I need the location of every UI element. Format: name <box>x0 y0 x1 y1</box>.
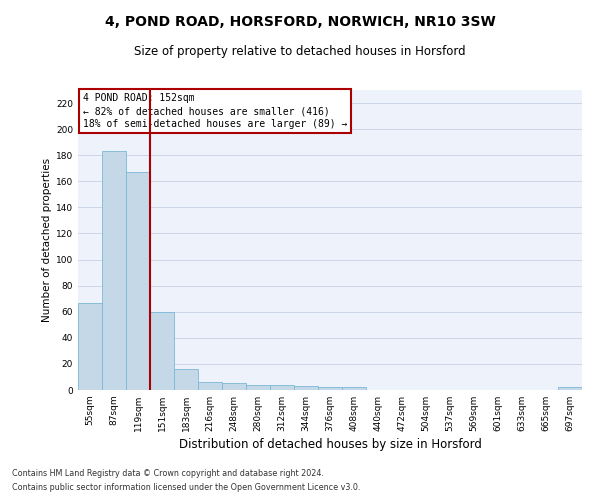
Y-axis label: Number of detached properties: Number of detached properties <box>42 158 52 322</box>
Bar <box>126 172 150 390</box>
X-axis label: Distribution of detached houses by size in Horsford: Distribution of detached houses by size … <box>179 438 481 451</box>
Bar <box>342 388 366 390</box>
Bar <box>318 388 342 390</box>
Bar <box>78 302 102 390</box>
Text: Contains public sector information licensed under the Open Government Licence v3: Contains public sector information licen… <box>12 484 361 492</box>
Text: Contains HM Land Registry data © Crown copyright and database right 2024.: Contains HM Land Registry data © Crown c… <box>12 468 324 477</box>
Bar <box>558 388 582 390</box>
Text: Size of property relative to detached houses in Horsford: Size of property relative to detached ho… <box>134 45 466 58</box>
Bar <box>222 384 246 390</box>
Bar <box>246 385 270 390</box>
Bar <box>270 385 294 390</box>
Bar <box>102 152 126 390</box>
Text: 4, POND ROAD, HORSFORD, NORWICH, NR10 3SW: 4, POND ROAD, HORSFORD, NORWICH, NR10 3S… <box>104 15 496 29</box>
Bar <box>294 386 318 390</box>
Text: 4 POND ROAD: 152sqm
← 82% of detached houses are smaller (416)
18% of semi-detac: 4 POND ROAD: 152sqm ← 82% of detached ho… <box>83 93 347 130</box>
Bar <box>198 382 222 390</box>
Bar <box>174 369 198 390</box>
Bar <box>150 312 174 390</box>
